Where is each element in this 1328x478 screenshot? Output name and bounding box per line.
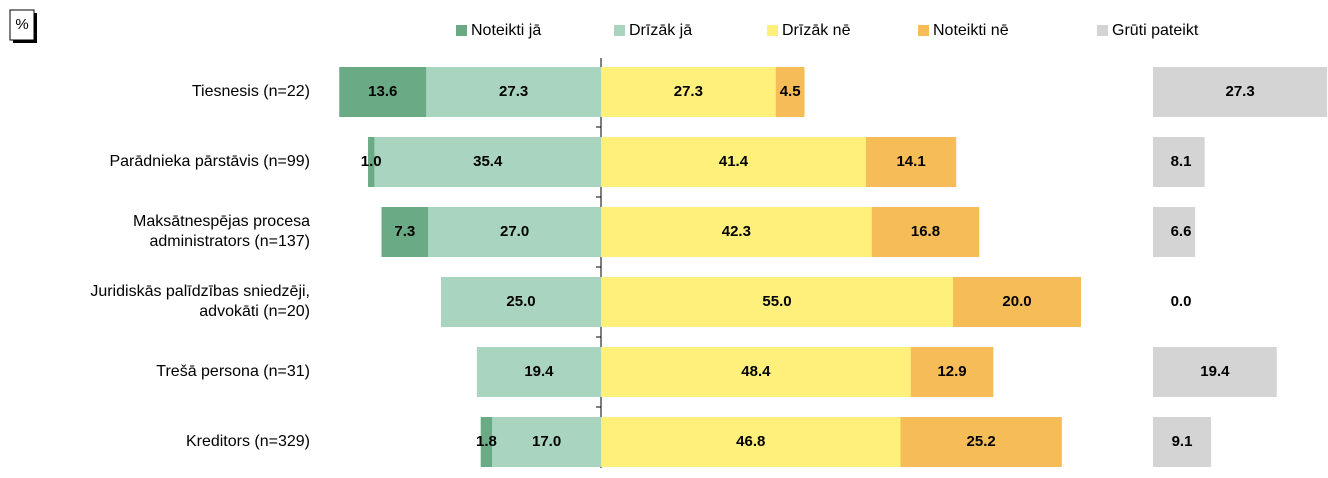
value-label: 35.4 (473, 153, 503, 170)
value-label: 41.4 (719, 153, 749, 170)
bar-segment (953, 277, 1081, 327)
bar-segment (374, 137, 601, 187)
value-label: 25.2 (967, 433, 996, 450)
bar-segment (871, 207, 980, 257)
bar-segment (1153, 207, 1196, 257)
bar-segment (492, 417, 601, 467)
value-label: 20.0 (1002, 293, 1031, 310)
value-label: 55.0 (762, 293, 791, 310)
value-label: 25.0 (506, 293, 535, 310)
legend-label: Noteikti nē (933, 22, 1009, 39)
value-label: 17.0 (532, 433, 561, 450)
value-label: 19.4 (524, 363, 554, 380)
value-label: 16.8 (911, 223, 940, 240)
unit-box (9, 9, 35, 41)
bar-segment (339, 67, 427, 117)
bar-segment (601, 347, 911, 397)
bar-segment (1153, 347, 1277, 397)
bar-segment (480, 417, 493, 467)
bar-segment (601, 137, 866, 187)
legend-label: Grūti pateikt (1112, 22, 1199, 39)
value-label: 8.1 (1171, 153, 1192, 170)
value-label: 9.1 (1172, 433, 1193, 450)
value-label: 27.0 (500, 223, 529, 240)
legend-swatch (614, 25, 625, 36)
bar-segment (865, 137, 957, 187)
bar-segment (426, 67, 601, 117)
value-label: 42.3 (722, 223, 751, 240)
bar-segment (428, 207, 601, 257)
value-label: 27.3 (499, 83, 528, 100)
value-label: 4.5 (780, 83, 801, 100)
unit-label: % (15, 16, 28, 33)
value-label: 48.4 (741, 363, 771, 380)
category-label: Maksātnespējas procesa administrators (n=… (133, 213, 310, 250)
bar-segment (441, 277, 601, 327)
bar-segment (601, 417, 901, 467)
bar-segment (601, 277, 953, 327)
category-label: Juridiskās palīdzības sniedzēji, advokāti… (90, 283, 310, 320)
bar-segment (900, 417, 1062, 467)
value-label: 7.3 (394, 223, 415, 240)
value-label: 27.3 (674, 83, 703, 100)
legend-label: Noteikti jā (471, 22, 541, 39)
bar-segment (601, 67, 776, 117)
bar-segment (476, 347, 601, 397)
legend-label: Drīzāk nē (782, 22, 851, 39)
legend-swatch (456, 25, 467, 36)
value-label: 1.8 (476, 433, 497, 450)
bar-segment (601, 207, 872, 257)
value-label: 46.8 (736, 433, 765, 450)
bar-segment (368, 137, 375, 187)
legend-swatch (1097, 25, 1108, 36)
value-label: 13.6 (368, 83, 397, 100)
category-label: Parādnieka pārstāvis (n=99) (109, 153, 310, 170)
value-label: 12.9 (937, 363, 966, 380)
value-label: 1.0 (361, 153, 382, 170)
legend-swatch (918, 25, 929, 36)
legend-label: Drīzāk jā (629, 22, 692, 39)
bar-segment (1153, 417, 1212, 467)
value-label: 27.3 (1225, 83, 1254, 100)
value-label: 6.6 (1171, 223, 1192, 240)
bar-segment (775, 67, 805, 117)
bar-segment (1153, 67, 1328, 117)
bar-segment (910, 347, 994, 397)
bar-segment (1153, 137, 1205, 187)
value-label: 14.1 (896, 153, 925, 170)
legend-swatch (767, 25, 778, 36)
category-label: Tiesnesis (n=22) (192, 83, 310, 100)
value-label: 19.4 (1200, 363, 1230, 380)
bar-segment (381, 207, 429, 257)
value-label: 0.0 (1171, 293, 1192, 310)
category-label: Kreditors (n=329) (186, 433, 310, 450)
category-label: Trešā persona (n=31) (156, 363, 310, 380)
